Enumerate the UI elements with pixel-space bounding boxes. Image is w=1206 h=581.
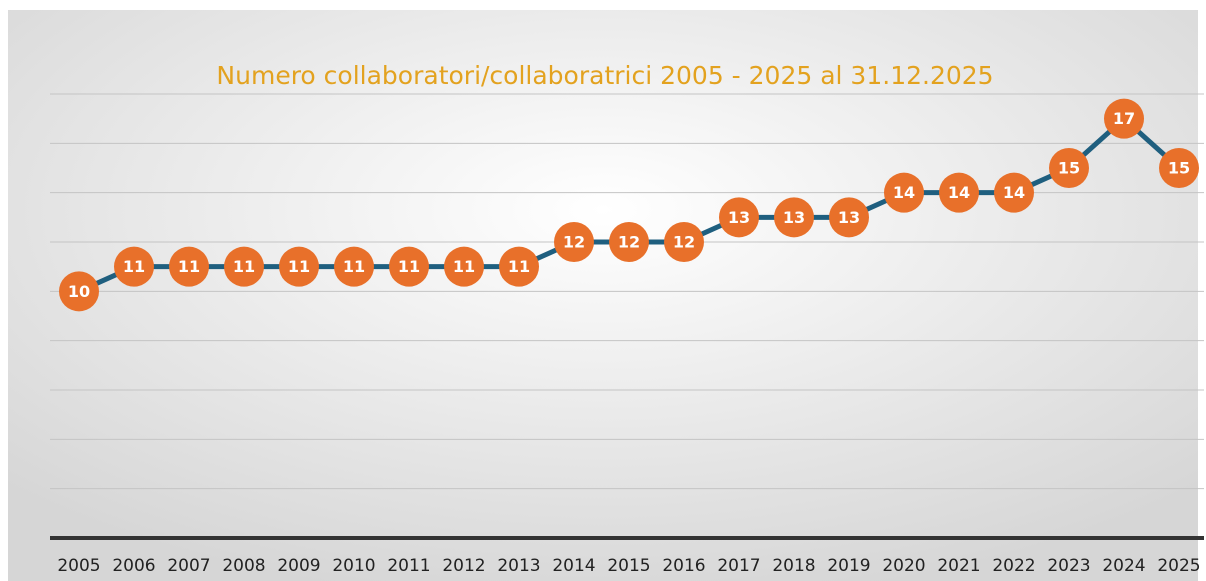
data-label: 11 [453, 257, 475, 276]
data-label: 15 [1058, 159, 1080, 178]
data-label: 14 [893, 183, 915, 202]
data-point [774, 197, 814, 238]
x-tick-label: 2009 [277, 556, 320, 576]
data-point [444, 246, 484, 287]
data-label: 13 [838, 208, 860, 227]
x-tick-label: 2022 [992, 556, 1035, 576]
x-tick-label: 2015 [607, 556, 650, 576]
chart-title: Numero collaboratori/collaboratrici 2005… [216, 61, 993, 90]
data-point [554, 222, 594, 262]
x-tick-label: 2025 [1157, 556, 1200, 576]
data-label: 11 [288, 257, 310, 276]
data-point [994, 172, 1034, 213]
x-tick-label: 2021 [937, 556, 980, 576]
data-label: 12 [618, 233, 640, 252]
data-label: 11 [508, 257, 530, 276]
data-point [389, 246, 429, 287]
data-point [334, 246, 374, 287]
data-point [169, 246, 209, 287]
x-tick-label: 2014 [552, 556, 595, 576]
data-label: 15 [1168, 159, 1190, 178]
data-label: 17 [1113, 109, 1135, 128]
data-label: 12 [673, 233, 695, 252]
data-point [719, 197, 759, 238]
data-label: 11 [178, 257, 200, 276]
data-point [664, 222, 704, 262]
data-label: 10 [68, 282, 90, 301]
data-point [829, 197, 869, 238]
data-label: 14 [948, 183, 970, 202]
data-point [59, 271, 99, 312]
data-label: 11 [233, 257, 255, 276]
data-label: 12 [563, 233, 585, 252]
data-point [1049, 148, 1089, 188]
data-label: 14 [1003, 183, 1025, 202]
x-tick-label: 2008 [222, 556, 265, 576]
x-tick-label: 2016 [662, 556, 705, 576]
data-point [1104, 98, 1144, 139]
x-tick-label: 2006 [112, 556, 155, 576]
x-tick-label: 2005 [57, 556, 100, 576]
x-tick-label: 2007 [167, 556, 210, 576]
x-tick-label: 2020 [882, 556, 925, 576]
data-label: 11 [343, 257, 365, 276]
x-tick-label: 2012 [442, 556, 485, 576]
x-tick-label: 2018 [772, 556, 815, 576]
x-tick-label: 2013 [497, 556, 540, 576]
data-label: 13 [728, 208, 750, 227]
data-point [1159, 148, 1199, 188]
data-label: 11 [123, 257, 145, 276]
data-point [279, 246, 319, 287]
data-point [609, 222, 649, 262]
data-point [224, 246, 264, 287]
plot-background [8, 10, 1198, 581]
data-point [884, 172, 924, 213]
x-tick-label: 2023 [1047, 556, 1090, 576]
data-label: 11 [398, 257, 420, 276]
x-tick-label: 2010 [332, 556, 375, 576]
x-tick-label: 2024 [1102, 556, 1145, 576]
data-point [114, 246, 154, 287]
data-point [939, 172, 979, 213]
x-tick-label: 2017 [717, 556, 760, 576]
x-tick-label: 2011 [387, 556, 430, 576]
data-point [499, 246, 539, 287]
x-tick-label: 2019 [827, 556, 870, 576]
data-label: 13 [783, 208, 805, 227]
